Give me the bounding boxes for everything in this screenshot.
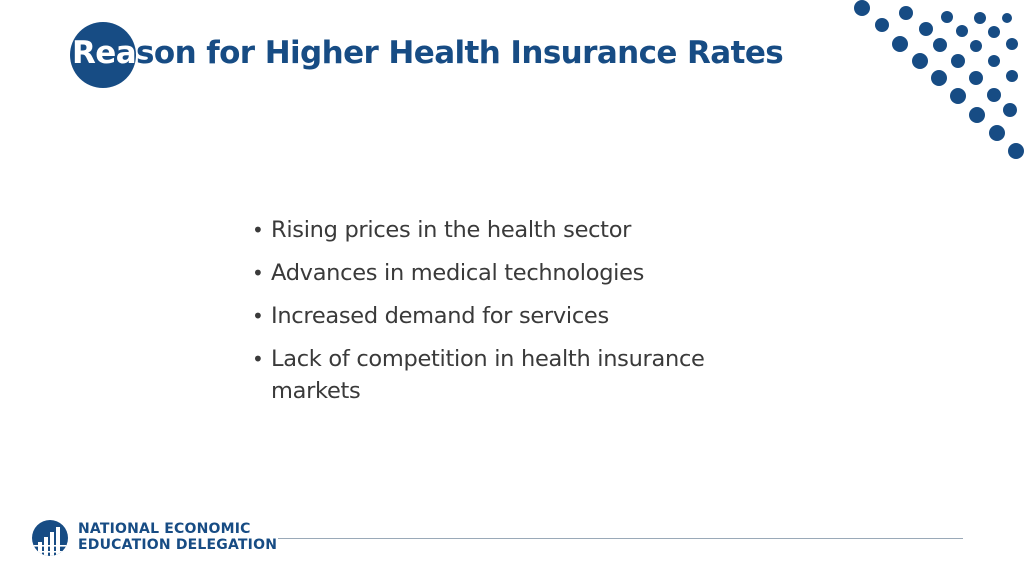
title-accent-circle (70, 22, 136, 88)
bullet-text: Rising prices in the health sector (271, 217, 632, 243)
bullet-icon: • (252, 218, 264, 242)
bullet-icon: • (252, 347, 264, 371)
bullet-icon: • (252, 261, 264, 285)
list-item: • Rising prices in the health sector (252, 214, 772, 246)
bullet-text: Increased demand for services (271, 303, 609, 329)
title-highlight: Rea (72, 35, 137, 71)
list-item: • Lack of competition in health insurance… (252, 343, 772, 407)
list-item: • Advances in medical technologies (252, 257, 772, 289)
list-item: • Increased demand for services (252, 300, 772, 332)
bullet-text: Advances in medical technologies (271, 260, 645, 286)
slide-title: Reason for Higher Health Insurance Rates (72, 30, 784, 76)
organization-name: NATIONAL ECONOMIC EDUCATION DELEGATION (78, 521, 277, 553)
org-name-line1: NATIONAL ECONOMIC (78, 521, 251, 537)
bullet-list: • Rising prices in the health sector • Adv… (252, 214, 772, 418)
footer-divider (278, 538, 963, 539)
globe-with-bar-chart-icon (32, 520, 68, 556)
org-name-line2: EDUCATION DELEGATION (78, 537, 278, 553)
bullet-text: Lack of competition in health insurance … (271, 346, 705, 404)
bullet-icon: • (252, 304, 264, 328)
title-rest: son for Higher Health Insurance Rates (136, 35, 784, 71)
